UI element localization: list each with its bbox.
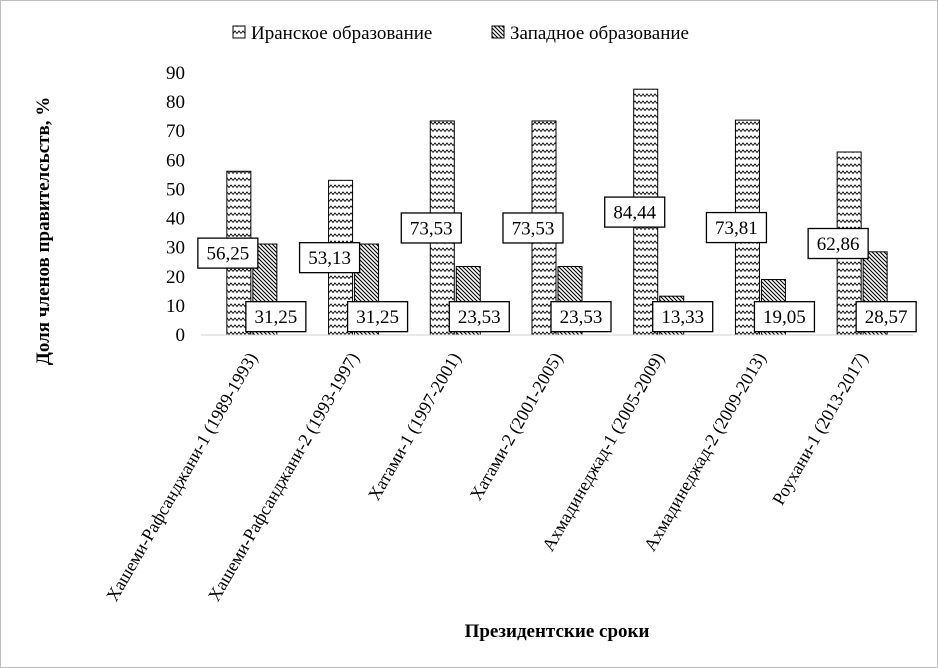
data-label-iranian: 73,81 [705, 211, 768, 244]
data-label-box [753, 301, 816, 333]
data-label-box [604, 196, 666, 228]
y-tick-label: 90 [166, 63, 185, 84]
legend: Иранское образование Западное образовани… [232, 23, 689, 44]
data-label-text: 56,25 [206, 244, 249, 265]
data-label-box [245, 301, 307, 333]
data-label-text: 73,81 [715, 218, 758, 239]
category-labels: Хашеми-Рафсанджани-1 (1989-1993)Хашеми-Р… [102, 349, 872, 605]
x-tick-label: Хатами-2 (2001-2005) [466, 349, 568, 504]
data-label-iranian: 84,44 [604, 196, 666, 228]
data-label-iranian: 53,13 [298, 242, 361, 274]
legend-swatch-western [491, 25, 505, 39]
y-tick-label: 30 [166, 238, 185, 259]
legend-label-iranian: Иранское образование [251, 23, 432, 44]
data-label-text: 62,86 [817, 234, 860, 255]
legend-label-western: Западное образование [510, 23, 689, 44]
data-labels: 56,25 31,25 53,13 31,25 73,53 23,53 73,53 23,53… [197, 196, 917, 333]
data-label-text: 53,13 [308, 248, 351, 269]
data-label-iranian: 73,53 [400, 212, 462, 244]
y-tick-label: 20 [166, 267, 185, 288]
data-label-box [298, 242, 361, 274]
data-label-iranian: 62,86 [807, 227, 869, 260]
bars [226, 88, 888, 336]
data-label-box [346, 301, 409, 333]
data-label-western: 13,33 [652, 301, 714, 333]
data-label-text: 23,53 [560, 307, 603, 328]
data-label-iranian: 56,25 [197, 237, 259, 269]
data-label-box [652, 301, 714, 333]
x-axis-title: Президентские сроки [465, 621, 650, 642]
data-label-text: 23,53 [458, 307, 501, 328]
data-label-box [197, 237, 259, 269]
x-tick-label: Ахмадинеджад-1 (2005-2009) [538, 349, 669, 555]
legend-item-iranian: Иранское образование [232, 23, 432, 44]
data-label-western: 23,53 [448, 301, 510, 333]
data-label-text: 28,57 [865, 307, 908, 328]
y-tick-label: 60 [166, 150, 185, 171]
y-axis-ticks: 0 10 20 30 40 50 60 70 80 90 [166, 63, 185, 346]
y-tick-label: 0 [176, 325, 186, 346]
data-label-box [400, 212, 462, 244]
x-tick-label: Ахмадинеджад-2 (2009-2013) [640, 349, 771, 555]
data-label-text: 31,25 [356, 307, 399, 328]
y-axis-title: Доля членов правителсьств, % [33, 97, 54, 365]
x-tick-label: Роухани-1 (2013-2017) [768, 349, 872, 509]
data-label-box [705, 211, 768, 244]
data-label-text: 13,33 [661, 307, 704, 328]
data-label-iranian: 73,53 [502, 212, 564, 244]
data-label-text: 73,53 [410, 218, 453, 239]
y-tick-label: 50 [166, 179, 185, 200]
data-label-box [807, 227, 869, 260]
data-label-box [855, 301, 917, 333]
y-tick-label: 10 [166, 296, 185, 317]
data-label-western: 28,57 [855, 301, 917, 333]
data-label-box [502, 212, 564, 244]
y-tick-label: 80 [166, 92, 185, 113]
data-label-text: 31,25 [254, 307, 297, 328]
data-label-western: 23,53 [550, 301, 612, 333]
data-label-western: 19,05 [753, 301, 816, 333]
data-label-western: 31,25 [245, 301, 307, 333]
y-tick-label: 40 [166, 209, 185, 230]
data-label-text: 84,44 [613, 203, 656, 224]
data-label-box [550, 301, 612, 333]
x-tick-label: Хатами-1 (1997-2001) [364, 349, 466, 504]
data-label-text: 19,05 [763, 307, 806, 328]
data-label-western: 31,25 [346, 301, 409, 333]
data-label-box [448, 301, 510, 333]
y-tick-label: 70 [166, 121, 185, 142]
data-label-text: 73,53 [512, 218, 555, 239]
legend-item-western: Западное образование [491, 23, 689, 44]
legend-swatch-iranian [232, 25, 246, 39]
